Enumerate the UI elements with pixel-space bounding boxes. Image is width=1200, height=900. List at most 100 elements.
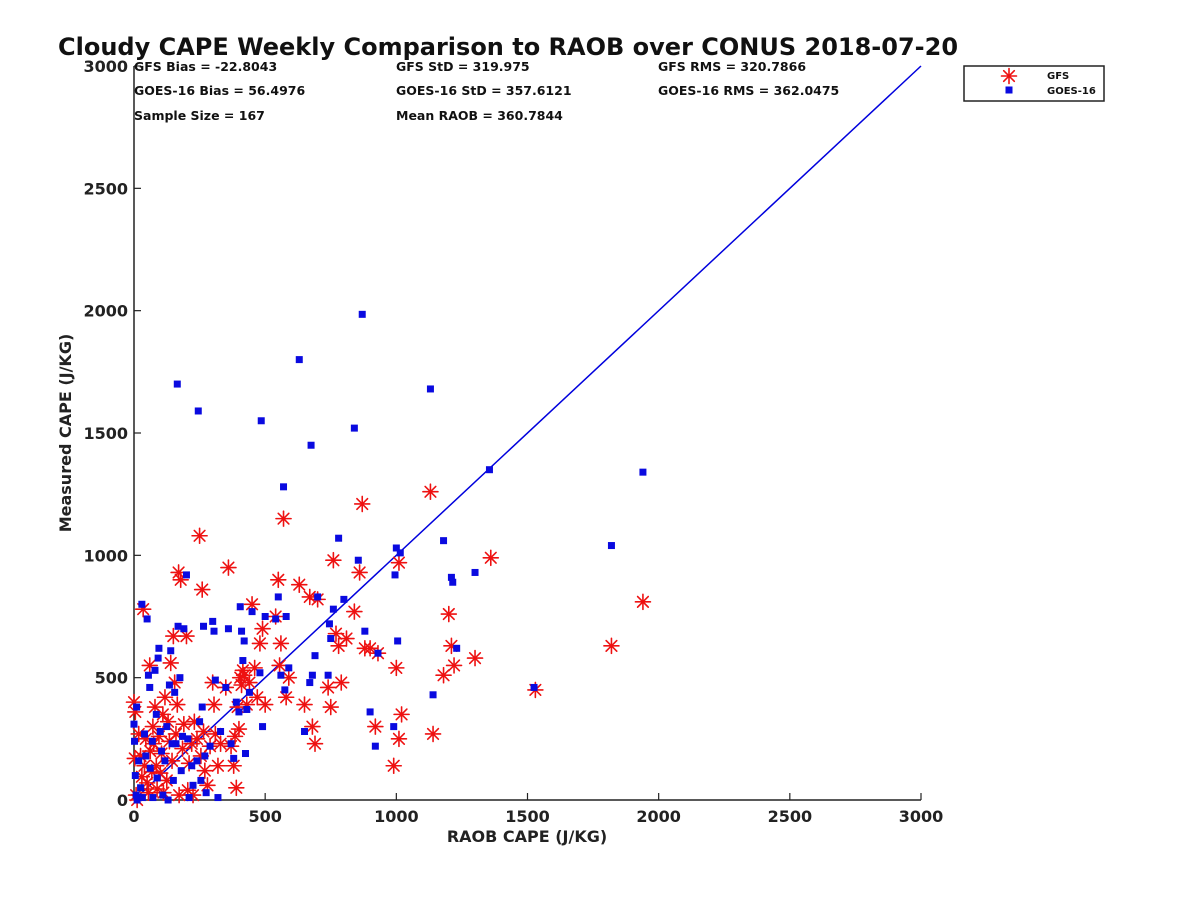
goes-16-point xyxy=(307,441,315,449)
goes-16-point xyxy=(209,617,217,625)
gfs-point xyxy=(196,762,214,779)
gfs-point xyxy=(205,696,223,713)
goes-16-point xyxy=(176,674,184,682)
goes-16-point xyxy=(295,356,303,364)
goes-16-point xyxy=(282,613,290,620)
gfs-point xyxy=(338,630,355,647)
goes-16-point xyxy=(200,622,208,630)
goes-16-point xyxy=(314,593,322,601)
goes-16-point xyxy=(197,776,205,784)
goes-16-point xyxy=(144,671,152,679)
gfs-point xyxy=(275,510,292,527)
goes-16-point xyxy=(165,681,173,689)
goes-16-point xyxy=(154,654,162,662)
goes-16-point xyxy=(149,794,157,802)
goes-16-point xyxy=(449,578,457,586)
goes-16-point xyxy=(453,644,461,652)
goes-16-point xyxy=(161,757,169,765)
goes-16-point xyxy=(169,776,177,784)
goes-16-point xyxy=(133,703,141,711)
goes-16-point xyxy=(133,796,141,804)
y-tick-label: 1500 xyxy=(83,424,128,443)
gfs-point xyxy=(178,627,195,645)
gfs-point xyxy=(424,725,442,743)
goes-16-point xyxy=(153,774,161,782)
legend-gfs-marker xyxy=(1000,67,1018,85)
sample-size-text: Sample Size = 167 xyxy=(134,108,265,123)
gfs-point xyxy=(280,669,298,686)
goes-16-point xyxy=(146,683,154,691)
gfs-point xyxy=(243,595,261,613)
goes-16-point xyxy=(235,708,243,716)
goes-16-point xyxy=(146,764,154,772)
gfs-point xyxy=(170,786,188,804)
goes-16-point xyxy=(164,796,172,804)
x-axis-label: RAOB CAPE (J/KG) xyxy=(447,827,607,846)
goes-16-point xyxy=(329,605,337,613)
goes-16-point xyxy=(189,781,197,789)
goes-16-point xyxy=(131,737,139,745)
goes-16-point xyxy=(184,735,192,743)
gfs-point xyxy=(385,757,403,775)
goes-16-point xyxy=(222,683,230,691)
legend-gfs-label: GFS xyxy=(1047,71,1069,82)
goes-16-point xyxy=(358,310,366,318)
goes-16-point xyxy=(132,791,140,799)
goes-16-point xyxy=(224,625,232,633)
gfs-rms-text: GFS RMS = 320.7866 xyxy=(658,59,806,74)
goes-16-point xyxy=(274,593,282,601)
goes-16-point xyxy=(243,705,251,713)
gfs-point xyxy=(191,527,208,545)
goes-16-point xyxy=(239,657,247,665)
gfs-point xyxy=(186,713,203,731)
goes-16-point xyxy=(173,380,181,388)
gfs-point xyxy=(390,554,408,571)
goes-16-point xyxy=(148,737,156,745)
goes-16-point xyxy=(217,727,225,735)
goes-16-point xyxy=(140,730,148,738)
goes-16-point xyxy=(429,691,437,699)
reference-line-group xyxy=(133,65,922,801)
goes-16-point xyxy=(137,784,145,792)
goes-16-point xyxy=(391,571,399,579)
goes-16-point xyxy=(163,723,171,731)
series-gfs xyxy=(125,483,652,809)
x-tick-label: 1000 xyxy=(374,807,419,826)
gfs-point xyxy=(246,659,263,677)
gfs-point xyxy=(388,659,405,677)
goes-16-point xyxy=(471,568,479,576)
goes-16-point xyxy=(308,671,316,679)
y-tick-label: 2000 xyxy=(83,302,128,321)
gfs-point xyxy=(168,696,186,713)
gfs-point xyxy=(422,483,439,501)
mean-raob-text: Mean RAOB = 360.7844 xyxy=(396,108,563,123)
goes-16-point xyxy=(206,742,214,750)
goes-16-point xyxy=(354,556,362,564)
goes-16-point xyxy=(272,615,280,623)
goes-16-point xyxy=(177,767,185,775)
goes-16-point xyxy=(179,732,187,740)
chart-title: Cloudy CAPE Weekly Comparison to RAOB ov… xyxy=(58,33,958,61)
gfs-point xyxy=(351,564,368,581)
goes-16-point xyxy=(350,424,358,432)
gfs-bias-text: GFS Bias = -22.8043 xyxy=(134,59,277,74)
gfs-point xyxy=(466,649,484,667)
gfs-point xyxy=(241,674,258,691)
goes-16-point xyxy=(281,686,289,694)
goes-16-point xyxy=(167,647,175,655)
x-tick-label: 2000 xyxy=(636,807,681,826)
goes-16-point xyxy=(143,615,151,623)
goes-std-text: GOES-16 StD = 357.6121 xyxy=(396,83,572,98)
goes-16-point xyxy=(639,468,647,476)
goes-16-point xyxy=(151,666,159,674)
gfs-point xyxy=(482,549,500,567)
goes-16-point xyxy=(188,762,196,770)
goes-16-point xyxy=(261,613,269,620)
goes-16-point xyxy=(193,757,201,765)
one-to-one-line xyxy=(133,65,922,801)
goes-16-point xyxy=(171,688,179,696)
legend-asterisk-icon xyxy=(1000,67,1018,85)
goes-16-point xyxy=(185,794,193,802)
goes-16-point xyxy=(182,571,190,579)
gfs-point xyxy=(162,654,180,672)
